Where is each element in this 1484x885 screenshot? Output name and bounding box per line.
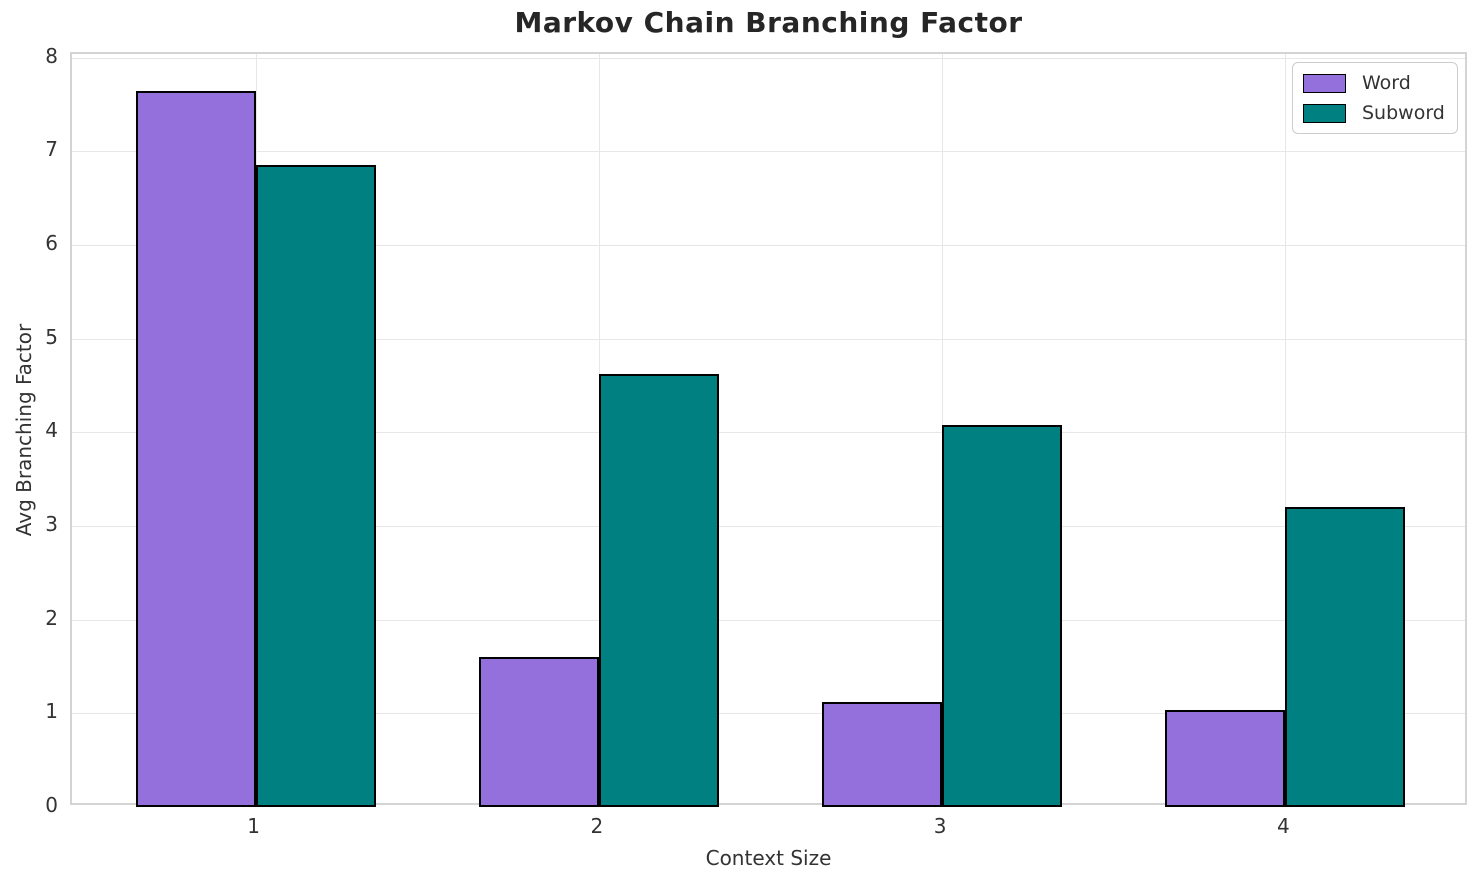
- x-tick-label-3: 3: [933, 814, 947, 838]
- y-tick-label-4: 4: [45, 418, 58, 443]
- legend-swatch-word: [1303, 73, 1346, 93]
- legend: Word Subword: [1292, 62, 1458, 134]
- bar-subword-3: [942, 424, 1063, 807]
- bar-word-3: [821, 702, 943, 807]
- bar-word-2: [478, 657, 599, 807]
- y-tick-label-0: 0: [45, 793, 58, 817]
- gridline-h-8: [72, 57, 1465, 59]
- y-tick-label-5: 5: [45, 324, 58, 349]
- legend-swatch-subword: [1303, 103, 1346, 123]
- chart-title: Markov Chain Branching Factor: [514, 6, 1023, 39]
- gridline-h-3: [72, 526, 1465, 528]
- x-tick-label-1: 1: [247, 814, 260, 838]
- bar-subword-4: [1285, 507, 1406, 807]
- gridline-h-1: [72, 713, 1465, 715]
- bar-word-1: [135, 90, 256, 807]
- legend-label-word: Word: [1362, 72, 1411, 94]
- legend-item-subword: Subword: [1303, 102, 1445, 124]
- y-tick-label-8: 8: [45, 43, 58, 68]
- gridline-v-4: [1285, 54, 1287, 803]
- gridline-h-7: [72, 151, 1465, 153]
- gridline-h-5: [72, 338, 1465, 340]
- bar-subword-1: [255, 164, 376, 807]
- legend-label-subword: Subword: [1362, 102, 1445, 124]
- legend-item-word: Word: [1303, 72, 1445, 94]
- bar-word-4: [1165, 709, 1286, 807]
- x-axis-label: Context Size: [705, 846, 832, 870]
- y-tick-label-6: 6: [45, 231, 58, 256]
- y-tick-label-1: 1: [45, 699, 58, 724]
- y-tick-label-3: 3: [45, 512, 58, 537]
- plot-area: [70, 52, 1467, 807]
- gridline-h-4: [72, 432, 1465, 434]
- gridline-h-2: [72, 619, 1465, 621]
- y-tick-label-2: 2: [45, 605, 58, 630]
- bar-subword-2: [598, 374, 719, 807]
- x-tick-label-4: 4: [1276, 814, 1290, 838]
- y-tick-label-7: 7: [45, 137, 58, 162]
- gridline-h-6: [72, 245, 1465, 247]
- x-tick-label-2: 2: [590, 814, 604, 838]
